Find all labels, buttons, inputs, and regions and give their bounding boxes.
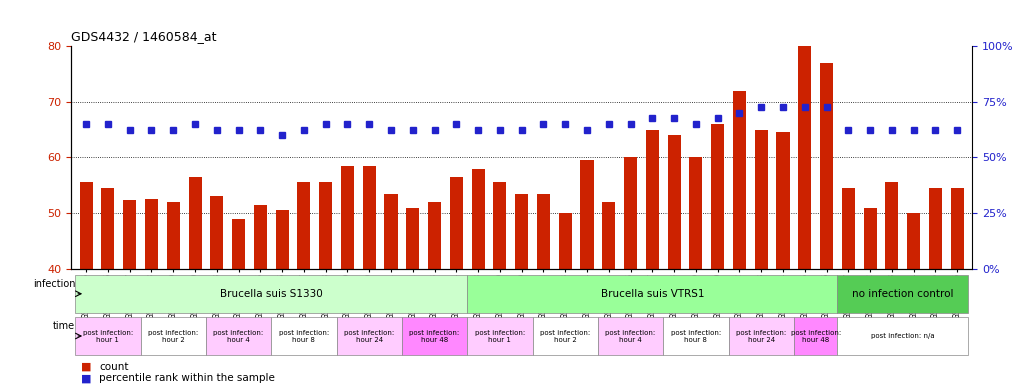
Bar [777, 132, 789, 269]
Bar [385, 194, 397, 269]
Bar [271, 317, 336, 355]
Text: post infection:
hour 4: post infection: hour 4 [214, 329, 263, 343]
Text: post infection:
hour 2: post infection: hour 2 [148, 329, 199, 343]
Bar [728, 317, 794, 355]
Bar [363, 166, 376, 269]
Bar [864, 208, 876, 269]
Bar [533, 317, 598, 355]
Text: GDS4432 / 1460584_at: GDS4432 / 1460584_at [71, 30, 217, 43]
Bar [341, 166, 354, 269]
Text: post infection:
hour 48: post infection: hour 48 [790, 329, 841, 343]
Bar [598, 317, 664, 355]
Text: post infection:
hour 8: post infection: hour 8 [671, 329, 721, 343]
Text: post infection:
hour 24: post infection: hour 24 [736, 329, 786, 343]
Text: no infection control: no infection control [852, 289, 953, 299]
Bar [559, 213, 571, 269]
Bar [838, 317, 968, 355]
Bar [908, 213, 920, 269]
Bar [406, 208, 419, 269]
Bar [402, 317, 467, 355]
Bar [603, 202, 615, 269]
Bar [75, 275, 467, 313]
Bar [794, 317, 838, 355]
Text: Brucella suis VTRS1: Brucella suis VTRS1 [601, 289, 704, 299]
Text: post infection:
hour 2: post infection: hour 2 [540, 329, 591, 343]
Bar [145, 199, 158, 269]
Bar [467, 275, 838, 313]
Bar [450, 177, 463, 269]
Bar [254, 205, 266, 269]
Bar [624, 157, 637, 269]
Text: ■: ■ [81, 362, 91, 372]
Text: post infection:
hour 48: post infection: hour 48 [409, 329, 460, 343]
Bar [516, 194, 528, 269]
Bar [428, 202, 441, 269]
Bar [75, 317, 141, 355]
Bar [755, 130, 768, 269]
Bar [276, 210, 289, 269]
Bar [838, 275, 968, 313]
Bar [206, 317, 271, 355]
Bar [929, 188, 942, 269]
Bar [141, 317, 206, 355]
Bar [232, 219, 245, 269]
Bar [124, 200, 136, 269]
Bar [537, 194, 550, 269]
Bar [885, 182, 899, 269]
Text: post infection:
hour 1: post infection: hour 1 [83, 329, 133, 343]
Bar [472, 169, 484, 269]
Bar [319, 182, 332, 269]
Text: post infection:
hour 4: post infection: hour 4 [606, 329, 655, 343]
Bar [493, 182, 506, 269]
Text: time: time [53, 321, 75, 331]
Text: post infection:
hour 24: post infection: hour 24 [344, 329, 394, 343]
Bar [298, 182, 310, 269]
Bar [842, 188, 855, 269]
Text: count: count [99, 362, 129, 372]
Bar [951, 188, 963, 269]
Bar [733, 91, 746, 269]
Bar [211, 197, 223, 269]
Bar [821, 63, 833, 269]
Text: percentile rank within the sample: percentile rank within the sample [99, 373, 276, 383]
Text: post infection: n/a: post infection: n/a [871, 333, 935, 339]
Bar [580, 160, 594, 269]
Text: Brucella suis S1330: Brucella suis S1330 [220, 289, 322, 299]
Text: post infection:
hour 8: post infection: hour 8 [279, 329, 329, 343]
Bar [80, 182, 92, 269]
Bar [336, 317, 402, 355]
Bar [167, 202, 179, 269]
Bar [668, 135, 681, 269]
Text: post infection:
hour 1: post infection: hour 1 [475, 329, 525, 343]
Bar [467, 317, 533, 355]
Bar [188, 177, 202, 269]
Bar [664, 317, 728, 355]
Bar [711, 124, 724, 269]
Bar [798, 46, 811, 269]
Text: infection: infection [32, 279, 75, 289]
Bar [646, 130, 658, 269]
Bar [690, 157, 702, 269]
Text: ■: ■ [81, 373, 91, 383]
Bar [101, 188, 114, 269]
